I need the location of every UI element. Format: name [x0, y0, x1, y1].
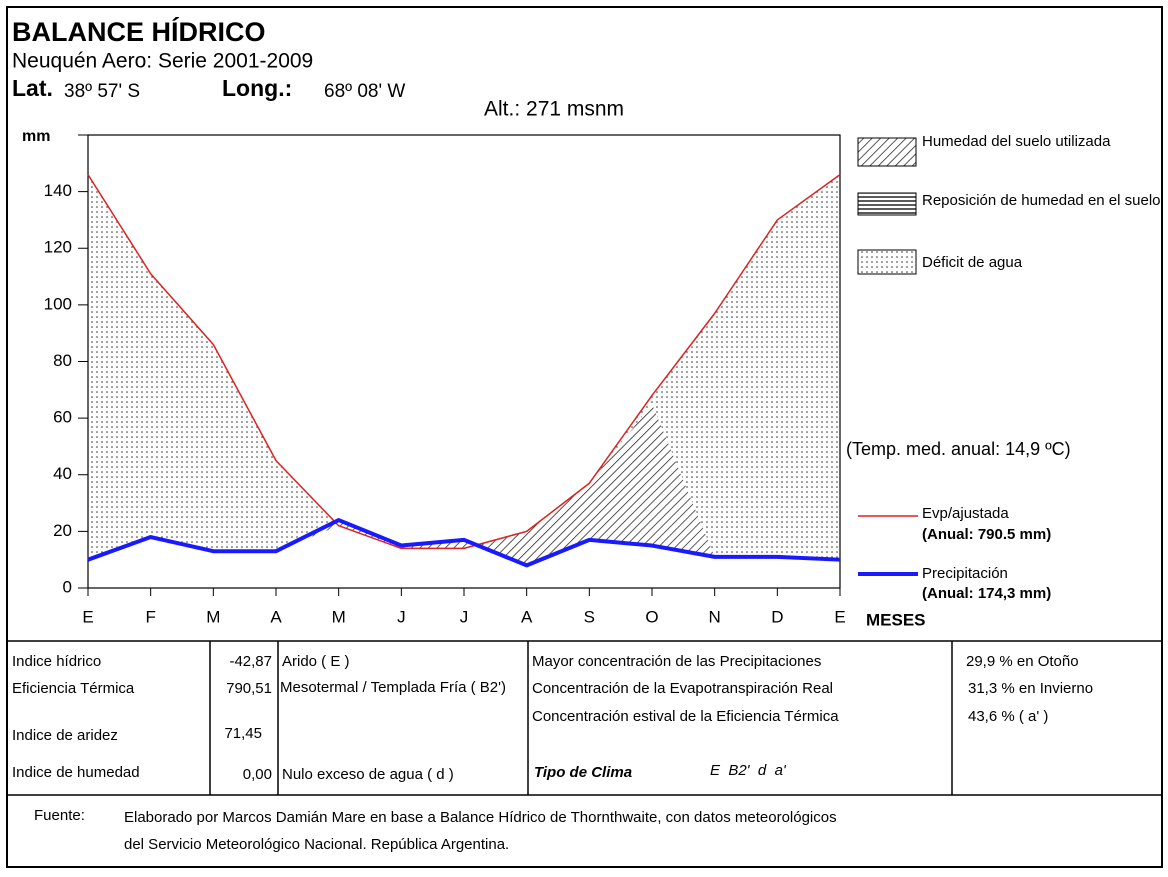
source: Elaborado por Marcos Damián Mare en base… [124, 809, 837, 826]
x-label: MESES [866, 610, 926, 629]
x-tick-label: E [82, 607, 93, 626]
cell: 0,00 [243, 766, 272, 783]
y-tick-label: 40 [53, 464, 72, 483]
cell: Mayor concentración de las Precipitacion… [532, 653, 821, 670]
x-tick-label: E [834, 607, 845, 626]
legend-series: Evp/ajustada [922, 505, 1009, 522]
cell: 71,45 [224, 725, 262, 742]
annotation: (Temp. med. anual: 14,9 ºC) [846, 439, 1071, 459]
x-tick-label: M [206, 607, 220, 626]
cell: Eficiencia Térmica [12, 680, 135, 697]
cell: E B2' d a' [710, 762, 787, 779]
long: 68º 08' W [324, 81, 405, 102]
x-tick-label: M [332, 607, 346, 626]
y-label: mm [22, 128, 50, 145]
source-label: Fuente: [34, 807, 85, 824]
legend-area: Humedad del suelo utilizada [922, 133, 1111, 150]
legend-swatch [857, 249, 917, 275]
x-tick-label: D [771, 607, 783, 626]
x-tick-label: N [709, 607, 721, 626]
soil-use-area [88, 403, 840, 566]
cell: 43,6 % ( a' ) [968, 708, 1048, 725]
cell: 790,51 [226, 680, 272, 697]
x-tick-label: F [145, 607, 155, 626]
y-tick-label: 80 [53, 351, 72, 370]
legend-series: Precipitación [922, 565, 1008, 582]
legend-area: Déficit de agua [922, 254, 1023, 271]
y-tick-label: 100 [44, 294, 72, 313]
deficit-area [88, 174, 840, 560]
cell: Nulo exceso de agua ( d ) [282, 766, 454, 783]
cell: 31,3 % en Invierno [968, 680, 1093, 697]
frame [6, 6, 1163, 868]
cell: Tipo de Clima [534, 764, 632, 781]
cell-box: Mesotermal / Templada Fría ( B2') [280, 679, 506, 696]
table-lines [8, 640, 1162, 796]
x-tick-label: J [460, 607, 469, 626]
table: Indice hídrico -42,87 Arido ( E ) Eficie… [12, 653, 1093, 853]
legend-annual: (Anual: 174,3 mm) [922, 585, 1051, 602]
y-tick-label: 60 [53, 408, 72, 427]
series-line [87, 518, 841, 568]
cell: Indice hídrico [12, 653, 101, 670]
x-tick-label: A [270, 607, 282, 626]
cell: Indice de humedad [12, 764, 140, 781]
subtitle: Neuquén Aero: Serie 2001-2009 [12, 50, 313, 73]
legend-area: Reposición de humedad en el suelo [922, 192, 1161, 209]
cell: Concentración estival de la Eficiencia T… [532, 708, 839, 725]
cell: Concentración de la Evapotranspiración R… [532, 680, 833, 697]
legend-swatch [857, 137, 917, 167]
long-label: Long.: [222, 75, 292, 101]
legend-text: Humedad del suelo utilizada [922, 133, 1111, 150]
legend-annual: (Anual: 790.5 mm) [922, 526, 1051, 543]
y-tick-label: 140 [44, 181, 72, 200]
cell: Mesotermal / Templada Fría ( B2') [280, 679, 506, 696]
y-tick-label: 120 [44, 238, 72, 257]
x-tick-label: S [584, 607, 595, 626]
y-tick-label: 0 [63, 577, 72, 596]
cell: -42,87 [229, 653, 272, 670]
lat-label: Lat. [12, 75, 53, 101]
source: del Servicio Meteorológico Nacional. Rep… [124, 836, 509, 853]
title: BALANCE HÍDRICO [12, 16, 266, 47]
y-tick-label: 20 [53, 521, 72, 540]
series-line [87, 174, 841, 550]
lat: 38º 57' S [64, 81, 140, 102]
cell: Indice de aridez [12, 727, 118, 744]
legend-swatch [857, 192, 917, 216]
altitude: Alt.: 271 msnm [484, 98, 624, 121]
cell: Arido ( E ) [282, 653, 350, 670]
x-tick-label: O [645, 607, 658, 626]
x-tick-label: A [521, 607, 533, 626]
cell: 29,9 % en Otoño [966, 653, 1079, 670]
x-tick-label: J [397, 607, 406, 626]
